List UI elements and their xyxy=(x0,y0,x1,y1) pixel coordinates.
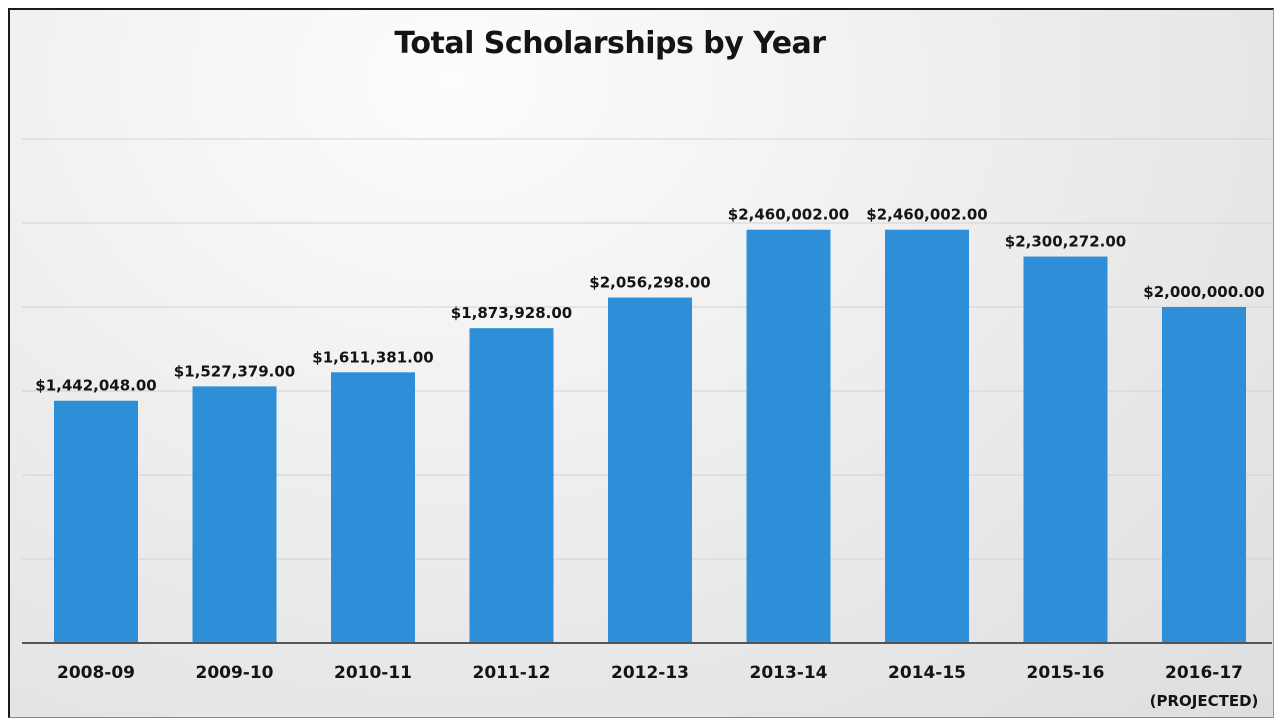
bar-2008-09 xyxy=(54,400,138,643)
value-label: $1,442,048.00 xyxy=(35,377,156,395)
value-label: $2,460,002.00 xyxy=(866,206,987,224)
value-label: $2,056,298.00 xyxy=(589,274,710,292)
category-label: 2012-13 xyxy=(611,663,689,683)
category-label: 2015-16 xyxy=(1026,663,1104,683)
category-sublabel: (PROJECTED) xyxy=(1150,692,1259,710)
value-label: $2,300,272.00 xyxy=(1005,233,1126,251)
value-label: $2,000,000.00 xyxy=(1143,283,1264,301)
bar-2011-12 xyxy=(469,328,554,643)
chart-plot: $1,442,048.00 2008-09 $1,527,379.00 2009-10… xyxy=(22,138,1272,710)
chart-title: Total Scholarships by Year xyxy=(394,26,826,61)
bar-2012-13 xyxy=(608,297,692,643)
bar-2015-16 xyxy=(1023,256,1108,643)
category-label: 2010-11 xyxy=(334,663,412,683)
bar-2014-15 xyxy=(885,229,969,643)
category-label: 2011-12 xyxy=(472,663,550,683)
bar-2010-11 xyxy=(331,372,415,643)
category-label: 2013-14 xyxy=(749,663,827,683)
category-label: 2009-10 xyxy=(195,663,273,683)
value-label: $1,527,379.00 xyxy=(174,362,295,380)
value-label: $2,460,002.00 xyxy=(728,206,849,224)
value-label: $1,611,381.00 xyxy=(312,348,433,366)
bar-2013-14 xyxy=(746,229,831,643)
bar-2009-10 xyxy=(192,386,277,643)
value-label: $1,873,928.00 xyxy=(451,304,572,322)
bar-2016-17 xyxy=(1162,307,1246,643)
category-label: 2008-09 xyxy=(57,663,135,683)
category-label: 2016-17 xyxy=(1165,663,1243,683)
chart-frame: Total Scholarships by Year $1,442,048.00… xyxy=(8,8,1274,718)
category-label: 2014-15 xyxy=(888,663,966,683)
